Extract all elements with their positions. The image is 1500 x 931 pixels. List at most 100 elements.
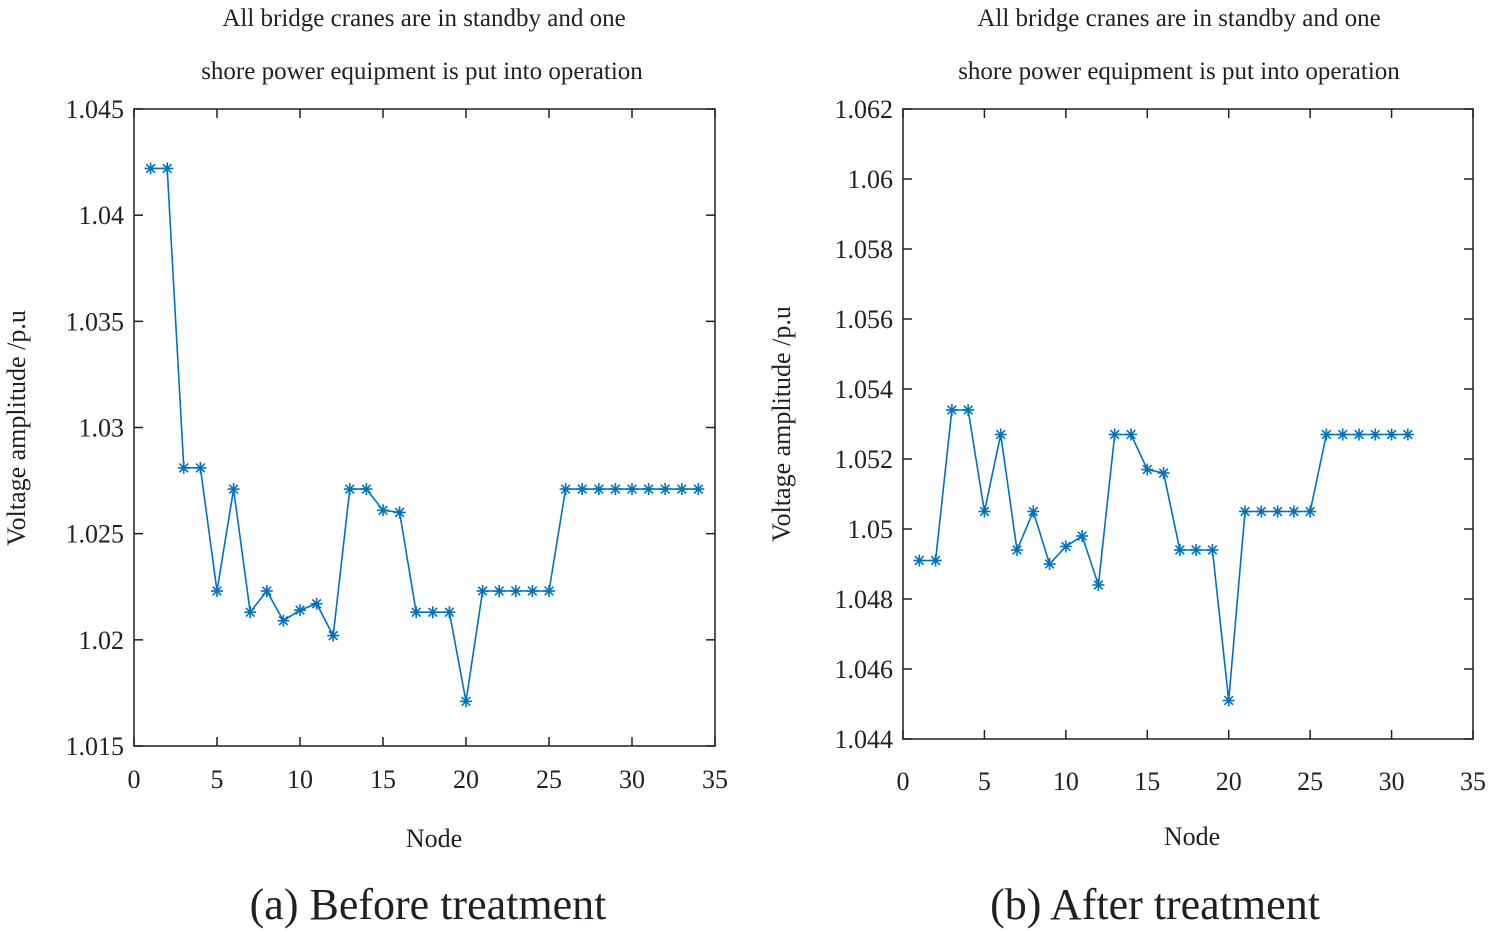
panel-a-x-tick-label: 20 <box>453 765 479 794</box>
panel-a-data-point <box>626 483 638 496</box>
panel-b-x-tick-label: 20 <box>1216 767 1242 796</box>
panel-a-data-point <box>543 584 555 597</box>
panel-a-data-point <box>526 584 539 597</box>
panel-b-x-tick-label: 30 <box>1379 767 1405 796</box>
panel-b-data-point <box>1353 428 1365 441</box>
panel-a-data-point <box>642 483 655 496</box>
panel-b-x-tick-label: 35 <box>1460 767 1486 796</box>
panel-a-data-point <box>161 162 174 175</box>
panel-a-y-tick-label: 1.035 <box>66 307 125 336</box>
panel-b-data-point <box>962 404 975 416</box>
panel-a-data-point <box>144 162 157 175</box>
panel-b-y-tick-label: 1.058 <box>835 235 894 264</box>
panel-b-y-tick-label: 1.054 <box>835 375 894 404</box>
panel-a-x-tick-label: 15 <box>370 765 396 794</box>
panel-a-plot-frame <box>133 108 716 747</box>
panel-a-x-tick-label: 5 <box>211 765 224 794</box>
panel-b-data-point <box>1011 544 1023 556</box>
panel-b-data-point <box>1027 505 1040 518</box>
panel-b-data-point <box>1369 428 1382 441</box>
panel-a-y-tick-label: 1.04 <box>79 201 125 230</box>
panel-a-data-point <box>327 629 340 642</box>
panel-b-x-tick-label: 5 <box>978 767 991 796</box>
panel-a-title-line-2: shore power equipment is put into operat… <box>201 58 643 85</box>
panel-b-data-point <box>994 428 1007 441</box>
panel-a-data-point <box>426 606 439 619</box>
panel-a-ticks: 0 5 10 15 20 25 30 35 1.015 1.02 1.025 1.03 1.035 1.0… <box>66 95 729 794</box>
panel-a-data-point <box>509 584 522 597</box>
panel-b-data <box>913 404 1414 707</box>
panel-b-title-line-1: All bridge cranes are in standby and one <box>977 5 1380 32</box>
panel-b-series-line <box>919 409 1408 701</box>
panel-b-data-point <box>913 554 926 567</box>
panel-b-x-axis-label: Node <box>1164 822 1220 851</box>
panel-b-data-point <box>1043 558 1056 570</box>
panel-b-data-point <box>1059 540 1072 553</box>
panel-a-x-tick-label: 0 <box>128 765 141 794</box>
panel-b-data-point <box>1239 505 1251 518</box>
panel-b-y-tick-label: 1.056 <box>835 305 894 334</box>
panel-b-data-point <box>1108 428 1121 441</box>
panel-b-data-point <box>1206 544 1219 556</box>
panel-b-data-point <box>1157 467 1170 479</box>
panel-a-data-point <box>476 584 489 597</box>
panel-b-y-axis-label: Voltage amplitude /p.u <box>767 306 796 542</box>
panel-b-y-tick-label: 1.044 <box>835 725 894 754</box>
panel-b-data-point <box>1385 428 1398 441</box>
panel-a-data-point <box>443 606 456 619</box>
panel-b-data-point <box>1222 694 1235 707</box>
panel-b-data-point <box>1125 428 1137 441</box>
panel-a-data-point <box>675 483 688 496</box>
panel-b-y-tick-label: 1.06 <box>848 165 894 194</box>
panel-b-data-point <box>1304 505 1317 518</box>
panel-b-data-point <box>929 554 942 567</box>
panel-b-data-point <box>1141 463 1154 476</box>
panel-b-x-tick-label: 0 <box>897 767 910 796</box>
panel-a-series-line <box>150 167 699 702</box>
panel-a-caption: (a) Before treatment <box>250 880 607 929</box>
panel-a-data-point <box>493 584 506 597</box>
panel-a-data-point <box>277 614 290 627</box>
panel-b-x-tick-label: 15 <box>1134 767 1160 796</box>
panel-a-data-point <box>227 483 240 496</box>
panel-b-y-tick-label: 1.062 <box>835 95 894 124</box>
panel-a-data-point <box>609 483 622 496</box>
panel-a-x-axis-label: Node <box>406 824 462 853</box>
panel-b-x-tick-label: 25 <box>1297 767 1323 796</box>
panel-b-plot-frame <box>902 108 1474 740</box>
panel-a-data-point <box>177 461 190 474</box>
panel-b-data-point <box>1336 428 1349 441</box>
panel-b-data-point <box>945 404 958 416</box>
panel-b-x-tick-label: 10 <box>1053 767 1079 796</box>
panel-a-y-tick-label: 1.045 <box>66 95 125 124</box>
panel-a-data-point <box>211 584 223 597</box>
panel-after-treatment: All bridge cranes are in standby and one… <box>767 5 1486 929</box>
panel-a-title-line-1: All bridge cranes are in standby and one <box>222 5 625 32</box>
panel-a-x-tick-label: 35 <box>702 765 728 794</box>
panel-b-data-point <box>1190 544 1203 556</box>
panel-a-data-point <box>310 597 323 610</box>
panel-b-data-point <box>1076 530 1089 542</box>
panel-b-y-tick-label: 1.048 <box>835 585 894 614</box>
panel-a-data-point <box>592 483 605 496</box>
panel-a-y-tick-label: 1.015 <box>66 732 125 761</box>
panel-b-data-point <box>1173 544 1186 556</box>
panel-b-y-tick-label: 1.046 <box>835 655 894 684</box>
panel-a-data-point <box>377 504 389 517</box>
panel-a-data-point <box>260 584 273 597</box>
panel-a-y-tick-label: 1.02 <box>79 626 125 655</box>
panel-a-data-point <box>360 483 373 496</box>
panel-b-caption: (b) After treatment <box>990 880 1320 929</box>
panel-a-data-point <box>194 461 207 474</box>
panel-b-data-point <box>1092 579 1105 591</box>
panel-a-y-tick-label: 1.03 <box>79 414 125 443</box>
panel-a-data <box>144 162 705 708</box>
panel-a-y-tick-label: 1.025 <box>66 520 125 549</box>
panel-a-data-point <box>294 604 306 617</box>
panel-a-x-tick-label: 25 <box>536 765 562 794</box>
panel-b-y-tick-label: 1.052 <box>835 445 894 474</box>
panel-b-data-point <box>1271 505 1284 518</box>
panel-b-data-point <box>1287 505 1300 518</box>
panel-b-data-point <box>1401 428 1414 441</box>
